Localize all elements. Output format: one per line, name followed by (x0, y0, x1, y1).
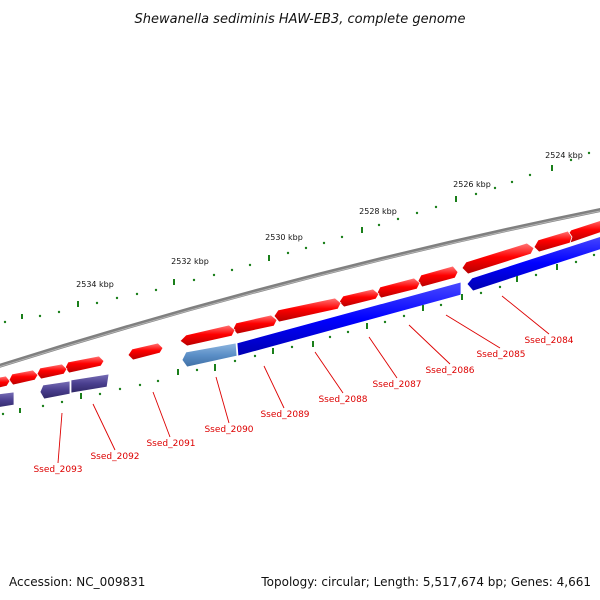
accession-text: Accession: NC_009831 (9, 575, 145, 589)
scale-label-2530: 2530 kbp (265, 233, 303, 242)
leader-ssed-2092 (92, 403, 116, 451)
gene-ssed-2092-forward (179, 324, 236, 347)
leader-ssed-2091 (152, 391, 171, 438)
gene-forward-a (64, 355, 105, 374)
leader-ssed-2090 (215, 376, 230, 424)
gene-label-ssed-2091: Ssed_2091 (146, 439, 195, 449)
scale-label-2526: 2526 kbp (453, 180, 491, 189)
leader-ssed-2089 (263, 365, 285, 409)
genome-summary-text: Topology: circular; Length: 5,517,674 bp… (260, 575, 591, 589)
reverse-genes (0, 236, 600, 408)
scale-label-2528: 2528 kbp (359, 207, 397, 216)
scale-label-2524: 2524 kbp (545, 151, 583, 160)
gene-ssed-2093-forward (127, 342, 164, 361)
gene-reverse-d (70, 373, 110, 394)
scale-ticks-outer (3, 151, 591, 324)
gene-forward-b (36, 363, 68, 380)
gene-label-ssed-2086: Ssed_2086 (425, 366, 474, 376)
gene-label-ssed-2092: Ssed_2092 (90, 452, 139, 462)
gene-ssed-2087-forward (417, 265, 459, 288)
gene-label-ssed-2093: Ssed_2093 (33, 465, 82, 475)
gene-label-ssed-2089: Ssed_2089 (260, 410, 309, 420)
leader-ssed-2084 (501, 295, 550, 335)
gene-ssed-2086-forward (461, 242, 535, 275)
gene-reverse-e (39, 380, 71, 400)
leader-ssed-2093 (57, 412, 63, 464)
gene-ssed-2085-forward (533, 230, 573, 253)
gene-ssed-2090-forward (273, 297, 342, 323)
gene-ssed-2089-forward (338, 288, 380, 308)
gene-reverse-f (0, 391, 15, 408)
gene-forward-d (0, 375, 11, 389)
gene-reverse-a (466, 236, 600, 292)
label-leaders (57, 295, 550, 464)
gene-label-ssed-2087: Ssed_2087 (372, 380, 421, 390)
gene-label-ssed-2088: Ssed_2088 (318, 395, 367, 405)
gene-forward-c (8, 369, 39, 386)
scale-label-2534: 2534 kbp (76, 280, 114, 289)
genome-backbone (0, 208, 600, 368)
gene-label-ssed-2090: Ssed_2090 (204, 425, 253, 435)
leader-ssed-2088 (314, 351, 344, 394)
scale-ticks-inner (1, 253, 596, 416)
leader-ssed-2086 (408, 324, 451, 365)
gene-label-ssed-2085: Ssed_2085 (476, 350, 525, 360)
map-title: Shewanella sediminis HAW-EB3, complete g… (135, 12, 466, 27)
leader-ssed-2085 (445, 314, 501, 349)
gene-label-ssed-2084: Ssed_2084 (524, 336, 573, 346)
gene-ssed-2091-forward (232, 314, 278, 335)
gene-reverse-c (181, 342, 238, 368)
forward-genes (0, 220, 600, 389)
scale-label-2532: 2532 kbp (171, 257, 209, 266)
leader-ssed-2087 (368, 336, 398, 379)
